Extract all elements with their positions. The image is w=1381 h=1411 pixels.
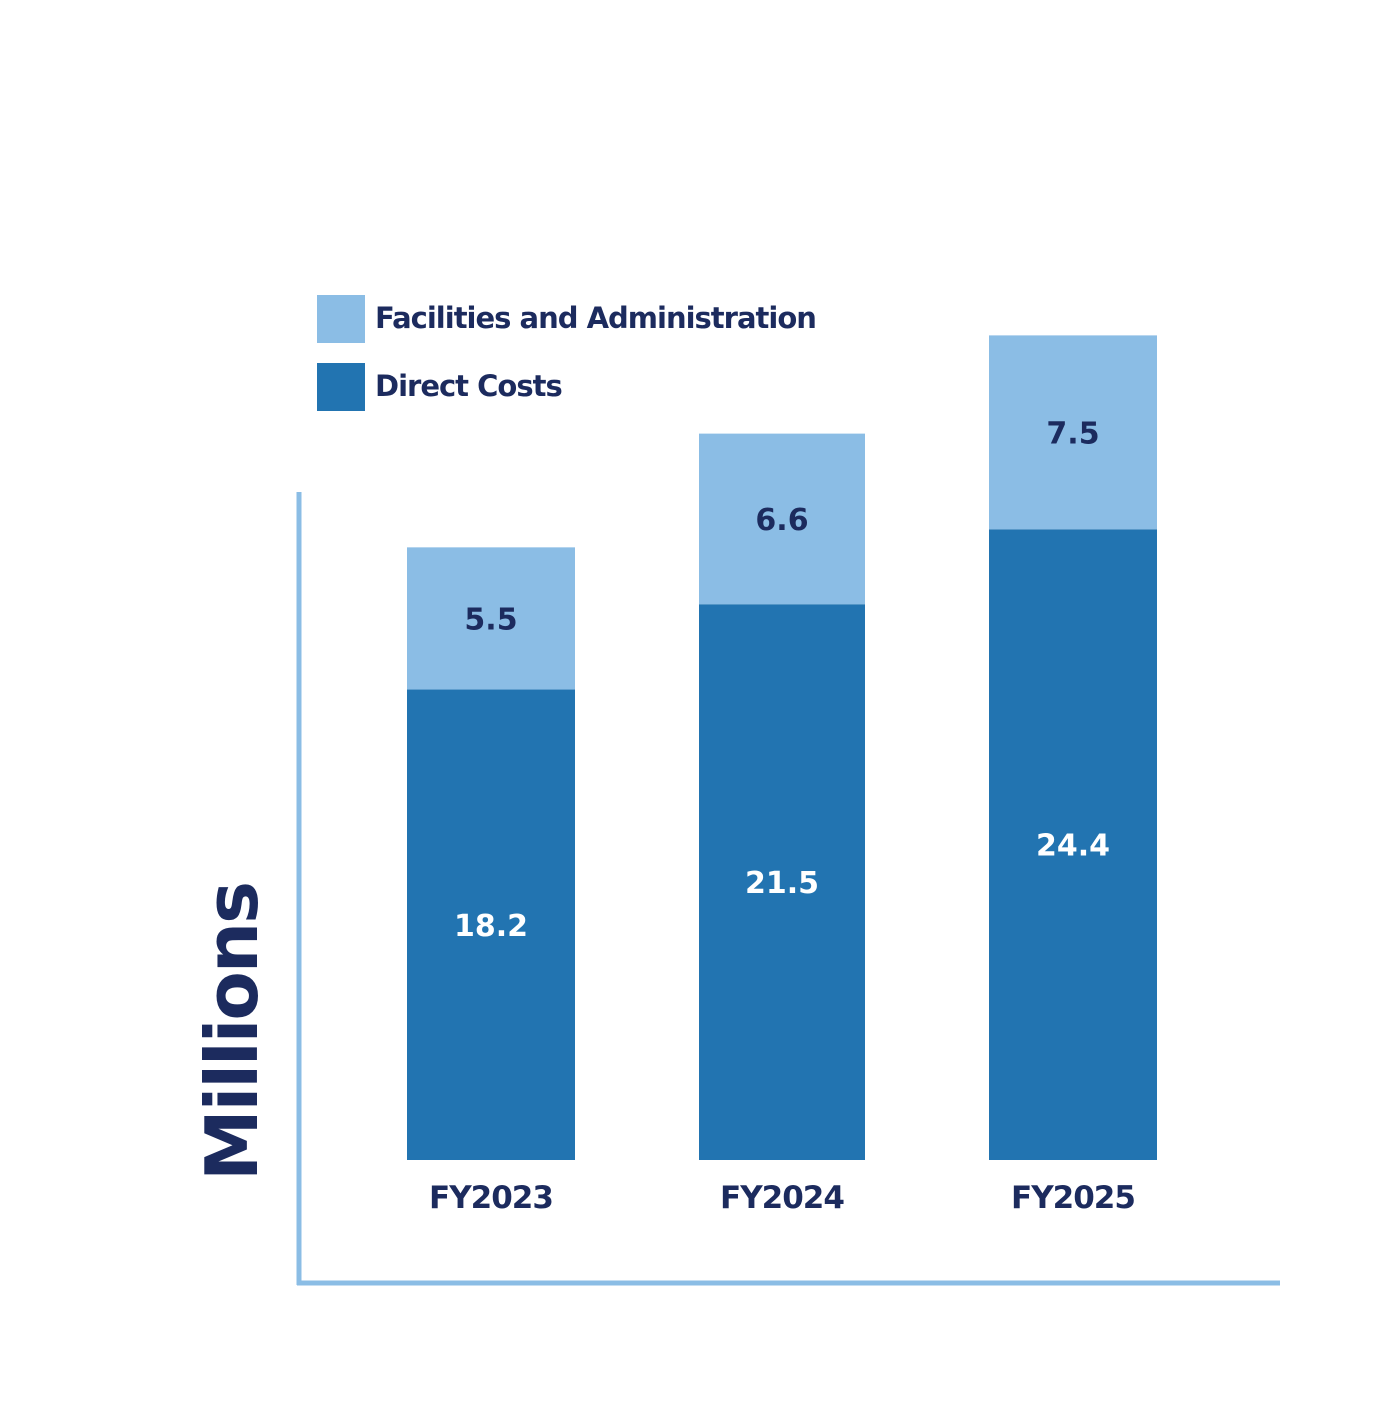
- bar-facilities-fy2023: [407, 547, 575, 690]
- x-tick-label-fy2023: FY2023: [429, 1180, 553, 1216]
- data-label-facilities-fy2024: 6.6: [755, 503, 808, 538]
- data-label-facilities-fy2023: 5.5: [464, 602, 517, 637]
- legend-swatch-facilities: [317, 295, 365, 343]
- x-tick-label-fy2025: FY2025: [1011, 1180, 1135, 1216]
- bar-direct-costs-fy2023: [407, 689, 575, 1160]
- legend-label-facilities: Facilities and Administration: [375, 301, 817, 335]
- data-label-facilities-fy2025: 7.5: [1046, 416, 1099, 451]
- bar-facilities-fy2025: [989, 335, 1157, 530]
- y-axis-label: Millions: [190, 883, 274, 1181]
- data-label-direct-costs-fy2025: 24.4: [1036, 829, 1110, 864]
- bar-direct-costs-fy2024: [699, 604, 865, 1160]
- data-label-direct-costs-fy2023: 18.2: [454, 909, 528, 944]
- legend-swatch-direct-costs: [317, 363, 365, 411]
- x-tick-label-fy2024: FY2024: [720, 1180, 844, 1216]
- bar-direct-costs-fy2025: [989, 529, 1157, 1160]
- data-label-direct-costs-fy2024: 21.5: [745, 866, 819, 901]
- bar-facilities-fy2024: [699, 433, 865, 605]
- legend-label-direct-costs: Direct Costs: [375, 369, 563, 403]
